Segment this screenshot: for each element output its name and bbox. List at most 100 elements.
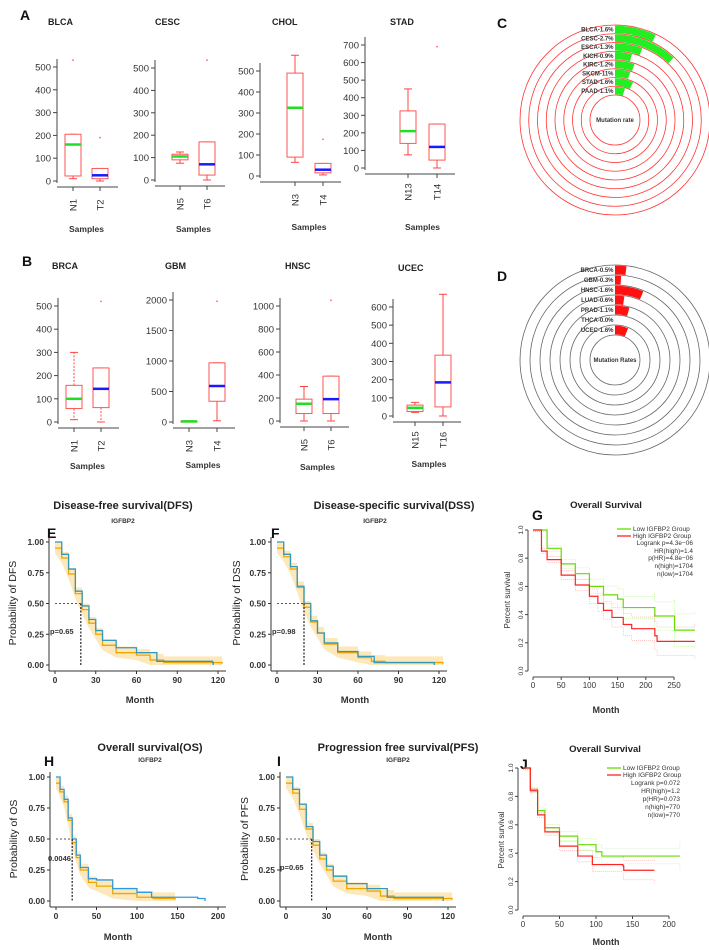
y-tick-label: 400 [133,86,149,97]
y-tick-label: 0.0 [518,666,525,675]
panel-label: H [44,753,54,769]
plot-title: UCEC [398,263,424,273]
panel-label: J [520,756,528,772]
box-T4 [208,300,226,422]
y-tick-label: 1.00 [249,537,266,547]
outlier-point [72,59,74,62]
category-label: N1 [69,199,80,211]
survival-curve [523,767,655,871]
legend-stat: n(low)=1704 [657,571,693,578]
legend-label: Low IGFBP2 Group [623,765,680,772]
legend-stat: Logrank p=0.072 [631,780,680,787]
y-tick-label: 0.75 [258,803,275,813]
ring [589,334,641,386]
y-tick-label: 500 [151,387,167,398]
y-tick-label: 500 [343,76,359,87]
legend-stat: n(high)=770 [645,804,680,811]
box-iqr [295,398,313,415]
y-tick-label: 0.25 [27,629,44,639]
x-tick-label: 90 [403,911,413,921]
mutation-label: PAAD-1.1% [581,89,614,95]
p-value-annotation: p=0.65 [280,863,304,872]
y-tick-label: 0.75 [27,568,44,578]
y-tick-label: 0 [47,418,52,429]
ring [519,264,709,456]
y-tick-label: 0.2 [518,638,525,647]
y-tick-label: 1.0 [508,763,515,772]
mutation-bar [615,295,625,305]
box-N5 [295,386,313,422]
boxplot-gbm: GBM 0 500 1000 1500 2000 N3 T4 Samples [146,261,235,470]
x-tick-label: 0 [284,911,289,921]
boxplot-stad: STAD 0 100 200 300 400 500 600 700 N13 T14 Samples [343,17,455,232]
center-label: Mutation rate [596,118,634,124]
plot-title: BRCA [52,261,78,271]
confidence-band [277,542,444,665]
y-tick-label: 300 [238,109,254,120]
legend-stat: p(HR)=4.8e−06 [648,555,693,562]
x-tick-label: 50 [555,920,564,929]
survival-curve [56,782,176,900]
plot-subtitle: IGFBP2 [138,757,162,764]
category-label: N5 [300,439,311,451]
mutation-label: UCEC-1.6% [581,328,614,334]
km-plot-i: Progression free survival(PFS) IGFBP2 0.00… [239,742,479,943]
y-tick-label: 0.50 [27,599,44,609]
y-tick-label: 500 [35,63,51,74]
x-tick-label: 60 [132,675,142,685]
box-iqr [314,162,332,174]
x-tick-label: 30 [313,675,323,685]
overall-survival-plot-j: Overall Survival 0.0 0.2 0.4 0.6 0.8 1.0 0 50 100… [497,744,682,947]
y-tick-label: 1000 [146,357,167,368]
x-axis-label: Month [593,705,620,715]
y-tick-label: 0.25 [258,865,275,875]
y-tick-label: 1.00 [258,772,275,782]
category-label: N3 [185,440,196,452]
confidence-line [533,531,696,660]
category-label: T2 [97,440,108,451]
panel-label: E [47,525,56,541]
mutation-bar [615,60,635,72]
category-label: T16 [439,432,450,448]
panel-label: G [532,507,543,523]
y-tick-label: 200 [258,394,274,405]
y-tick-label: 0.2 [508,877,515,886]
y-tick-label: 1000 [253,302,274,313]
legend-stat: HR(high)=1.4 [654,548,693,555]
y-tick-label: 0 [144,176,149,187]
mutation-label: SKCM-11% [582,71,614,77]
plot-title: Disease-specific survival(DSS) [314,500,475,512]
confidence-line [523,769,655,883]
box-iqr [91,167,109,180]
box-N13 [399,88,417,156]
mutation-label: PRAD-1.1% [581,308,614,314]
x-axis-label: Samples [69,224,104,234]
center-label: Mutation Rates [593,358,637,364]
box-iqr [286,72,304,158]
y-tick-label: 0.00 [28,896,45,906]
y-tick-label: 100 [133,153,149,164]
survival-curve [533,529,695,631]
survival-curve [277,541,435,665]
plot-title: Progression free survival(PFS) [318,742,479,754]
mutation-label: LUAD-0.6% [581,298,614,304]
y-tick-label: 1.00 [28,772,45,782]
category-label: N15 [411,431,422,448]
y-tick-label: 500 [133,64,149,75]
y-tick-label: 600 [258,348,274,359]
mutation-bar [615,275,622,285]
boxplot-hnsc: HNSC 0 200 400 600 800 1000 N5 T6 Samples [253,261,349,472]
x-tick-label: 0 [275,675,280,685]
y-tick-label: 0.50 [28,834,45,844]
category-label: N3 [291,194,302,206]
x-axis-label: Samples [300,462,335,472]
x-tick-label: 200 [662,920,676,929]
plot-title: STAD [390,17,414,27]
y-axis-label: Percent survival [503,571,512,628]
boxplot-brca: BRCA 0 100 200 300 400 500 N1 T2 Samples [36,261,119,471]
y-tick-label: 400 [343,93,359,104]
legend-stat: n(low)=770 [648,812,681,819]
y-tick-label: 100 [238,151,254,162]
y-tick-label: 100 [35,154,51,165]
confidence-line [523,767,655,861]
